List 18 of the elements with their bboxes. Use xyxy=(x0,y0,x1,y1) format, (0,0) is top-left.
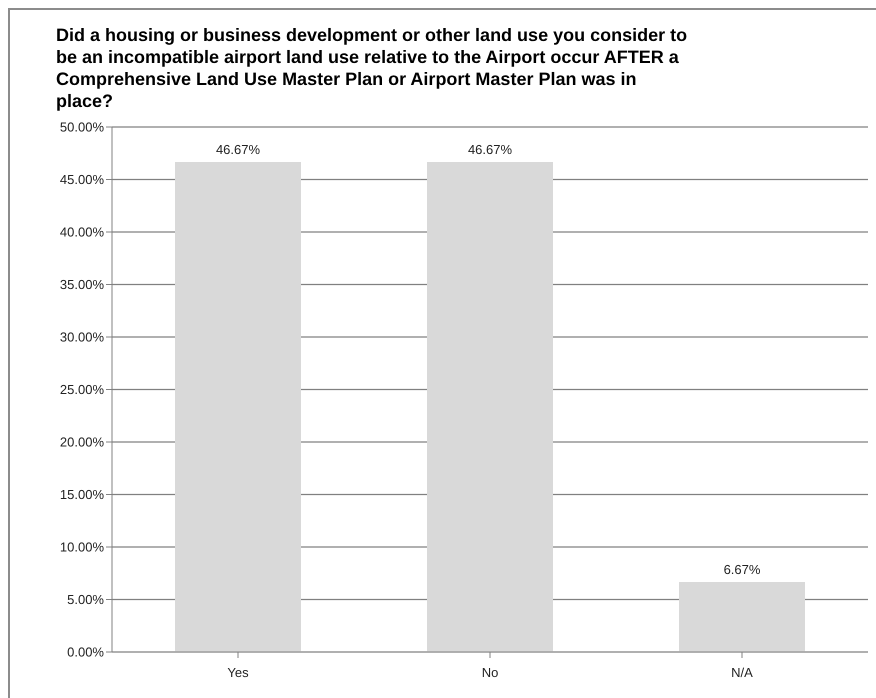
y-tick-label: 5.00% xyxy=(67,592,104,608)
y-tick-label: 35.00% xyxy=(60,277,104,292)
y-tick-label: 30.00% xyxy=(60,330,104,345)
y-tick-label: 50.00% xyxy=(60,120,104,135)
y-tick-label: 20.00% xyxy=(60,434,104,450)
data-label: 6.67% xyxy=(724,562,761,577)
x-tick-label: N/A xyxy=(731,665,754,680)
x-tick-label: No xyxy=(482,665,498,680)
y-tick-label: 40.00% xyxy=(60,224,104,240)
data-label: 46.67% xyxy=(468,142,512,157)
y-tick-label: 25.00% xyxy=(60,382,104,398)
y-tick-label: 0.00% xyxy=(67,644,104,660)
chart-title: Did a housing or business development or other land use you consider to be an incompatible airport land use relative to the Airport occur AFTER a Comprehensive Land Use Master Plan or Airport Master Plan was in place? xyxy=(56,24,688,112)
y-tick-label: 15.00% xyxy=(60,487,104,502)
x-tick-label: Yes xyxy=(227,665,250,680)
y-tick-label: 10.00% xyxy=(60,540,104,555)
y-tick-label: 45.00% xyxy=(60,172,104,188)
data-label: 46.67% xyxy=(216,142,260,157)
